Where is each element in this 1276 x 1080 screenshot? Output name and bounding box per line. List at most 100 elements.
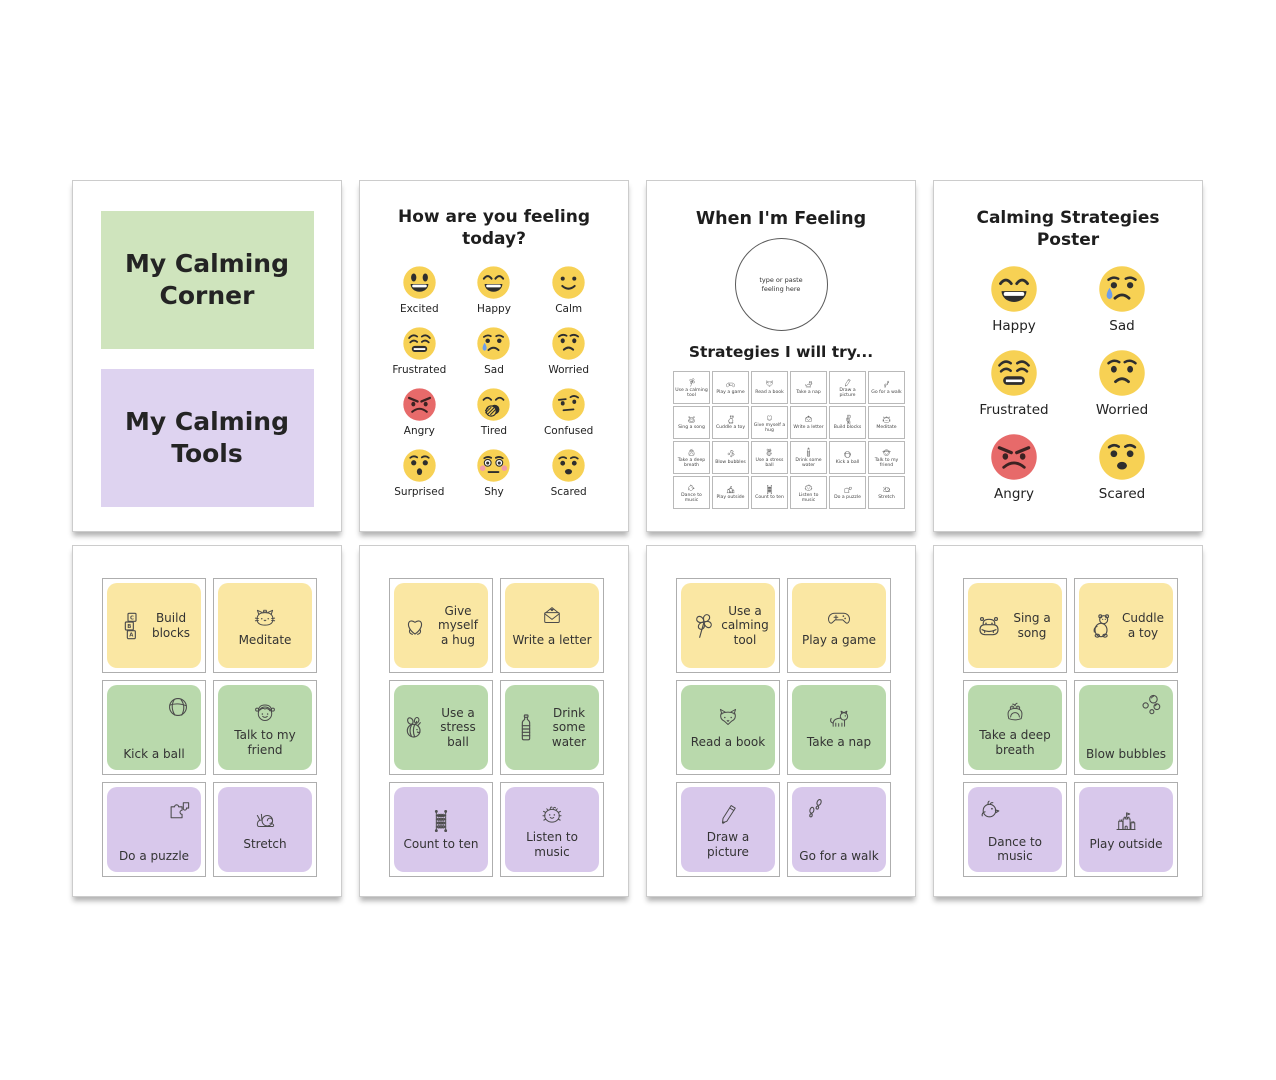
svg-text:B: B: [847, 420, 849, 422]
mini-strategy-card: Sing a song: [673, 406, 710, 439]
feeling-label: Angry: [403, 425, 435, 438]
tool-card-cell: Stretch: [213, 782, 317, 877]
tool-card-label: Dance to music: [987, 834, 1043, 863]
mini-strategy-label: Play a game: [716, 390, 745, 396]
tool-card: Play a game: [792, 583, 886, 668]
tool-card: Play outside: [1079, 787, 1173, 872]
feelings-chart-title: How are you feeling today?: [398, 207, 590, 250]
poster-preview-grid: My Calming Corner My Calming Tools How a…: [72, 180, 1203, 897]
feeling-label: Happy: [992, 318, 1036, 335]
tool-card: Blow bubbles: [1079, 685, 1173, 770]
confused-emoji-icon: [552, 388, 585, 421]
feelings-emoji-grid: Excited Happy Calm Frustrated Sad Worried Angr…: [360, 250, 628, 498]
tool-card-label: Cuddle a toy: [1122, 611, 1164, 640]
blocks-icon: CBA: [846, 415, 851, 425]
tool-card-label: Write a letter: [512, 633, 592, 648]
mini-strategy-card: C B A Build blocks: [829, 406, 866, 439]
feeling-item-calm: Calm: [531, 264, 606, 315]
teddy-icon: [1093, 613, 1110, 638]
tool-card-cell: Draw a picture: [676, 782, 780, 877]
mini-strategy-card: Play outside: [712, 476, 749, 509]
footprints-icon: [809, 799, 822, 818]
tool-card-cell: C B A Build blocks: [102, 578, 206, 673]
tool-card: Do a puzzle: [107, 787, 201, 872]
mini-strategy-label: Read a book: [755, 390, 784, 396]
tool-card: Talk to my friend: [218, 685, 312, 770]
tool-card-label: Kick a ball: [123, 746, 185, 761]
fox-icon: [766, 380, 773, 388]
mini-strategy-label: Cuddle a toy: [715, 425, 746, 431]
feeling-placeholder-text: type or paste feeling here: [759, 276, 803, 293]
feeling-item-angry: Angry: [382, 386, 457, 437]
poster-feeling-item-happy: Happy: [960, 263, 1068, 334]
feeling-item-surprised: Surprised: [382, 447, 457, 498]
tool-card-cell: Blow bubbles: [1074, 680, 1178, 775]
when-feeling-title: When I'm Feeling: [695, 209, 867, 229]
tool-card-label: Meditate: [238, 633, 292, 648]
poster-feeling-item-worried: Worried: [1068, 347, 1176, 418]
mini-strategy-card: Use a calming tool: [673, 371, 710, 404]
tool-card-cell: Use a stress ball: [389, 680, 493, 775]
mini-strategy-label: Count to ten: [755, 495, 784, 501]
sandcastle-icon: [726, 486, 735, 494]
envelope-icon: [805, 415, 812, 423]
abacus-icon: [767, 485, 772, 495]
tool-card: Sing a song: [968, 583, 1062, 668]
tool-card: Listen to music: [505, 787, 599, 872]
frog-icon: [1007, 703, 1023, 721]
feeling-item-worried: Worried: [531, 325, 606, 376]
worried-emoji-icon: [552, 327, 585, 360]
tool-card-cell: Read a book: [676, 680, 780, 775]
cover-corner-title: My Calming Corner: [125, 248, 289, 311]
mini-strategy-card: Talk to my friend: [868, 441, 905, 474]
chick-icon: [981, 800, 1000, 818]
tool-card-cell: Go for a walk: [787, 782, 891, 877]
mini-strategy-card: Cuddle a toy: [712, 406, 749, 439]
monster-icon: [542, 806, 562, 824]
poster-feeling-item-angry: Angry: [960, 431, 1068, 502]
friend-icon: [882, 449, 891, 456]
tool-card: Go for a walk: [792, 787, 886, 872]
blocks-icon: CBA: [124, 612, 137, 639]
mini-strategy-card: Go for a walk: [868, 371, 905, 404]
page-cover: My Calming Corner My Calming Tools: [72, 180, 342, 532]
mini-strategy-label: Listen to music: [798, 492, 819, 503]
page-tool-cards-4: Sing a song Cuddle a toy Take a deep breat…: [933, 545, 1203, 897]
mini-strategy-card: Play a game: [712, 371, 749, 404]
mini-strategy-label: Use a stress ball: [755, 457, 784, 468]
tool-card-label: Give myself a hug: [438, 604, 478, 647]
shy-emoji-icon: [477, 449, 511, 482]
feeling-placeholder-circle: type or paste feeling here: [734, 238, 828, 331]
frustrated-emoji-icon: [403, 327, 436, 360]
mini-strategy-card: Take a nap: [790, 371, 827, 404]
feeling-label: Frustrated: [979, 402, 1049, 419]
tool-card: Count to ten: [394, 787, 488, 872]
feeling-item-confused: Confused: [531, 386, 606, 437]
poster-feeling-item-scared: Scared: [1068, 431, 1176, 502]
mini-strategy-label: Give myself a hug: [753, 422, 786, 433]
mini-strategy-card: Do a puzzle: [829, 476, 866, 509]
tool-card: Meditate: [218, 583, 312, 668]
page-tool-cards-1: C B A Build blocks Meditate Kick a ball Talk t…: [72, 545, 342, 897]
mini-strategy-label: Kick a ball: [835, 460, 860, 466]
angry-emoji-icon: [991, 434, 1037, 480]
tool-card: Read a book: [681, 685, 775, 770]
tool-card-label: Do a puzzle: [118, 848, 190, 863]
tired-emoji-icon: [477, 388, 511, 421]
svg-text:B: B: [127, 624, 131, 630]
bee-icon: [406, 716, 421, 738]
sandcastle-icon: [1116, 812, 1136, 831]
tool-card-cell: Cuddle a toy: [1074, 578, 1178, 673]
puzzle-icon: [170, 802, 190, 819]
feeling-label: Frustrated: [392, 364, 447, 377]
mini-strategy-card: Kick a ball: [829, 441, 866, 474]
excited-emoji-icon: [403, 266, 436, 299]
tool-card: Draw a picture: [681, 787, 775, 872]
scared-emoji-icon: [552, 449, 585, 482]
mini-strategy-label: Build blocks: [833, 425, 862, 431]
worried-emoji-icon: [1099, 350, 1145, 396]
feeling-label: Scared: [1098, 486, 1146, 503]
tool-card-cell: Take a deep breath: [963, 680, 1067, 775]
calm-emoji-icon: [552, 266, 585, 299]
tool-card-label: Drink some water: [551, 706, 587, 749]
